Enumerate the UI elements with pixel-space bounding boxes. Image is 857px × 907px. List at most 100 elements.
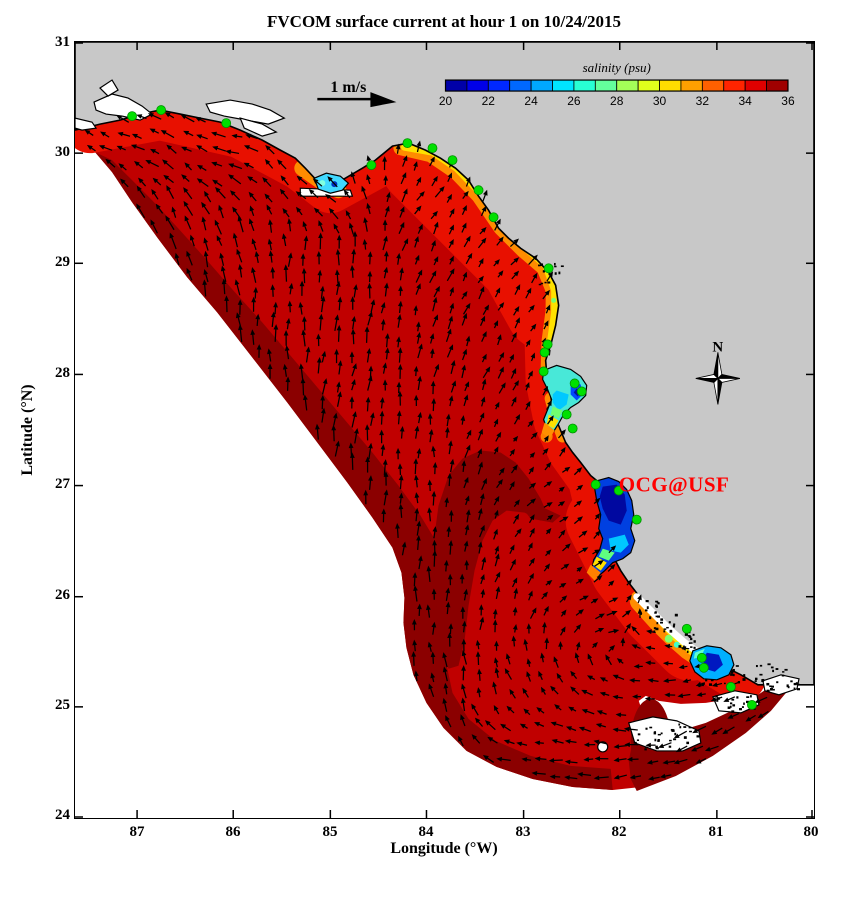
speckle: [663, 628, 667, 630]
speckle: [683, 645, 685, 648]
speckle: [795, 682, 798, 685]
colorbar-segment: [594, 79, 618, 92]
speckle: [688, 636, 692, 638]
y-tick-label: 29: [55, 254, 70, 270]
scale-arrow-label: 1 m/s: [330, 79, 366, 96]
speckle: [716, 699, 719, 702]
speckle: [732, 704, 736, 707]
speckle: [696, 735, 700, 738]
speckle: [781, 674, 785, 677]
colorbar-tick-label: 22: [482, 94, 496, 108]
speckle: [678, 723, 681, 726]
colorbar-segment: [530, 79, 553, 92]
colorbar-tick-label: 30: [653, 94, 667, 108]
speckle: [655, 615, 659, 618]
speckle: [769, 685, 772, 688]
speckle: [655, 627, 659, 631]
colorbar-segment: [659, 79, 682, 92]
x-tick-label: 86: [225, 824, 241, 840]
speckle: [739, 708, 742, 711]
speckle: [655, 604, 658, 608]
speckle: [746, 700, 750, 704]
station-dot: [221, 118, 232, 129]
speckle: [679, 726, 682, 729]
island: [597, 741, 609, 753]
island: [239, 117, 278, 137]
island: [75, 117, 98, 131]
speckle: [683, 736, 687, 739]
island: [627, 716, 702, 752]
speckle: [657, 733, 661, 736]
speckle: [743, 674, 746, 677]
x-tick-label: 83: [515, 824, 531, 840]
speckle: [644, 746, 648, 748]
speckle: [649, 616, 652, 620]
y-tick-label: 28: [55, 365, 70, 381]
speckle: [655, 745, 658, 748]
colorbar-tick-label: 20: [439, 94, 453, 108]
speckle: [540, 263, 544, 266]
colorbar-frame: [444, 79, 789, 92]
speckle: [554, 262, 556, 266]
colorbar-segment: [573, 79, 596, 92]
speckle: [636, 739, 640, 741]
speckle: [660, 621, 663, 624]
speckle: [655, 747, 659, 750]
x-tick-label: 82: [611, 824, 627, 840]
salinity-spot: [551, 297, 557, 303]
speckle: [660, 618, 664, 621]
compass-rose: [695, 373, 719, 379]
map-canvas: 20 22 24 26 28 30 32 34 36 salinity (psu) 1 m/s N OC…: [75, 42, 814, 818]
y-tick-label: 31: [55, 34, 70, 50]
speckle: [730, 671, 734, 674]
colorbar-tick-label: 24: [524, 94, 538, 108]
station-dot: [613, 485, 624, 496]
speckle: [687, 634, 691, 637]
speckle: [673, 623, 676, 626]
estuary-tampa-layer: [552, 390, 569, 411]
speckle: [554, 272, 557, 275]
chart-title: FVCOM surface current at hour 1 on 10/24…: [267, 12, 621, 31]
speckle: [663, 630, 666, 633]
station-dot: [590, 479, 601, 490]
speckle: [729, 702, 733, 705]
shelf-salinity-field: [85, 110, 758, 790]
station-dot: [366, 160, 377, 171]
y-tick-label: 30: [55, 144, 70, 160]
speckle: [668, 621, 671, 624]
speckle: [731, 698, 735, 701]
speckle: [790, 680, 793, 683]
speckle: [668, 745, 672, 748]
y-axis-label: Latitude (°N): [19, 384, 36, 476]
speckle: [684, 633, 688, 636]
speckle: [693, 646, 696, 649]
speckle: [743, 702, 745, 705]
speckle: [796, 688, 800, 691]
speckle: [693, 640, 696, 643]
station-dot: [696, 652, 707, 663]
speckle: [688, 726, 692, 729]
station-dot: [631, 514, 642, 525]
speckle: [560, 265, 564, 268]
station-dot: [488, 212, 499, 223]
speckle: [742, 678, 746, 681]
speckle: [766, 682, 770, 686]
speckle: [727, 706, 731, 709]
colorbar-segment: [445, 79, 468, 92]
current-vector-field: [84, 112, 769, 781]
speckle: [542, 270, 546, 273]
speckle: [755, 665, 758, 668]
salinity-spot: [673, 641, 680, 648]
speckle: [773, 688, 775, 691]
bigbend-bright-band: [380, 125, 586, 351]
station-dot: [539, 347, 550, 358]
speckle: [729, 705, 732, 708]
colorbar-segment: [766, 79, 789, 92]
station-dot: [473, 185, 484, 196]
island: [93, 93, 154, 121]
speckle: [793, 682, 797, 686]
speckle: [674, 732, 677, 736]
speckle: [796, 683, 800, 686]
colorbar-title: salinity (psu): [583, 60, 651, 75]
speckle: [686, 650, 689, 653]
